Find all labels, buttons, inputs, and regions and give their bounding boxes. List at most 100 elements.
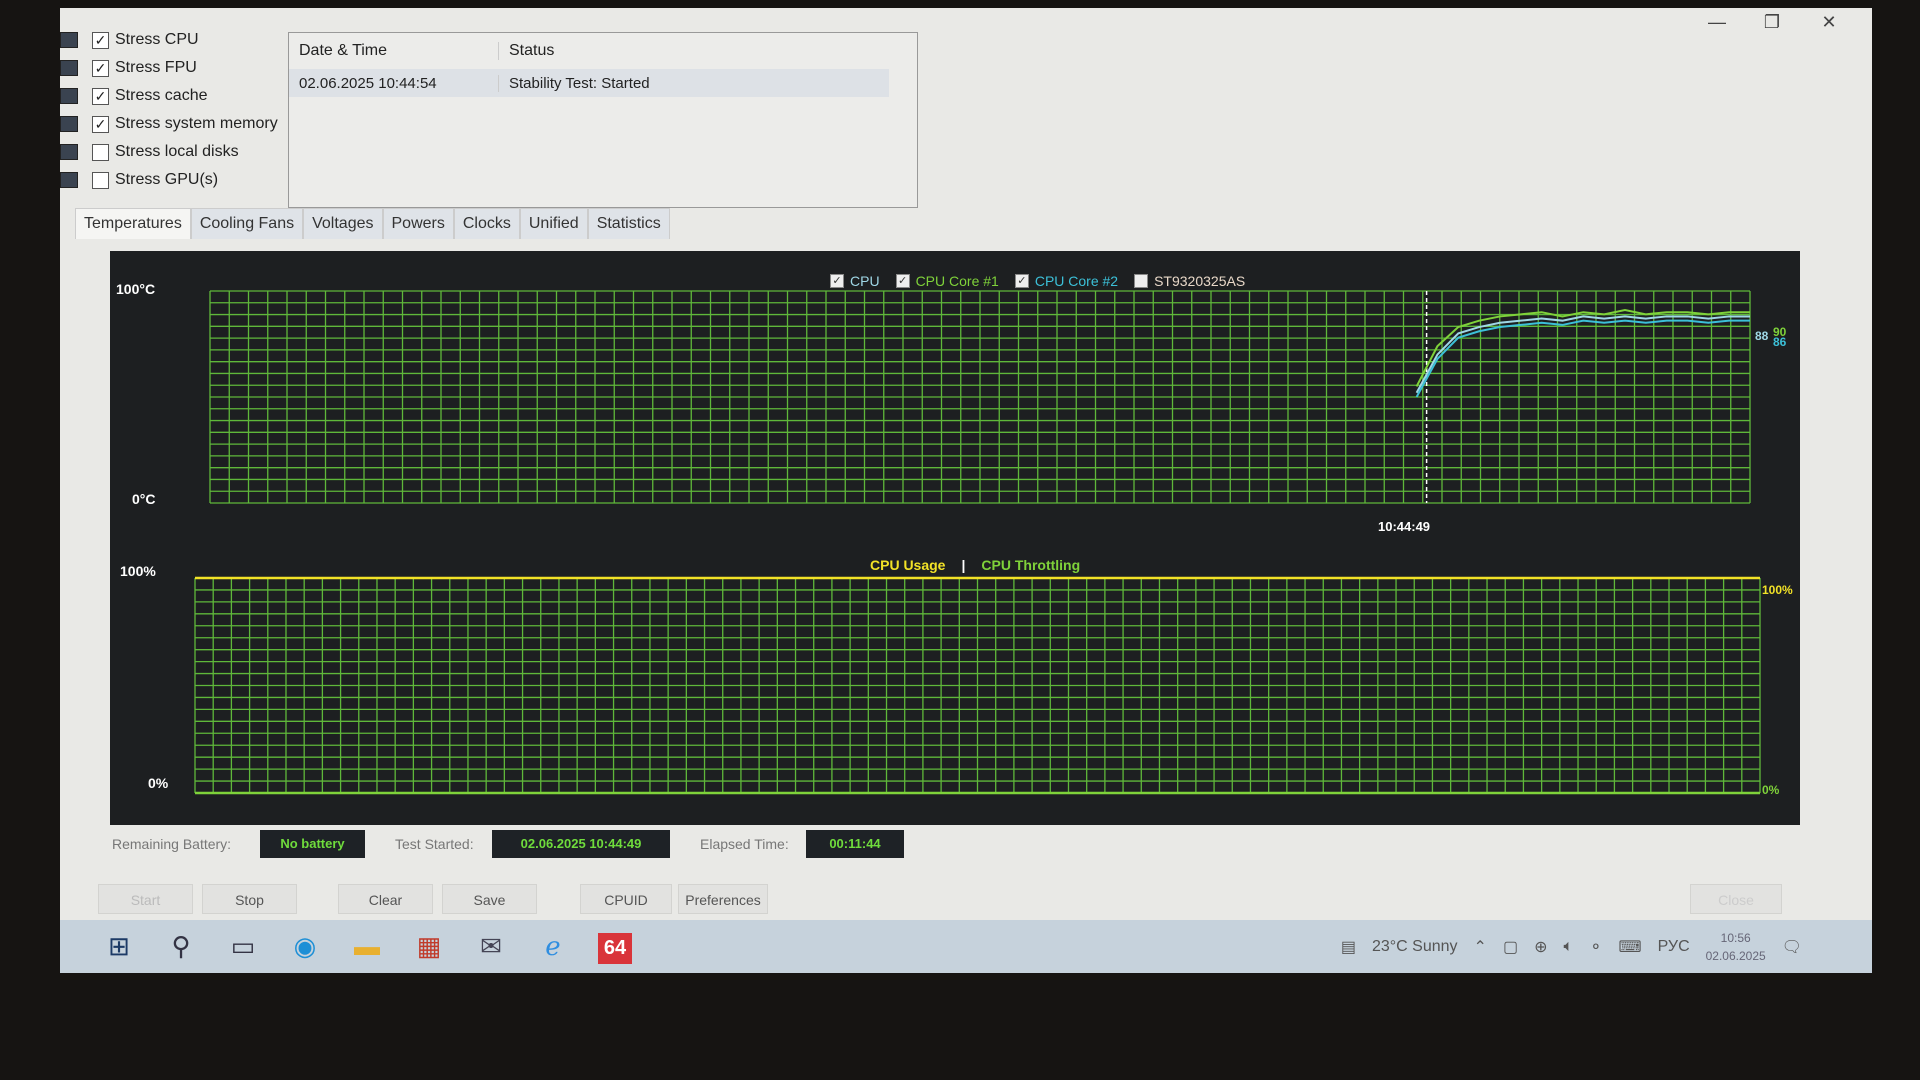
elapsed-value: 00:11:44: [806, 830, 904, 858]
stress-option[interactable]: ✓ Stress system memory: [60, 110, 278, 138]
tab-powers[interactable]: Powers: [382, 208, 454, 239]
close-window-button[interactable]: ✕: [1821, 12, 1837, 32]
battery-label: Remaining Battery:: [112, 836, 232, 852]
start-menu-icon[interactable]: ⊞: [108, 931, 130, 961]
minimize-button[interactable]: —: [1708, 12, 1726, 32]
legend-label: CPU: [850, 273, 880, 289]
memory-icon: [60, 116, 78, 132]
close-button[interactable]: Close: [1690, 884, 1782, 914]
tab-clocks[interactable]: Clocks: [453, 208, 520, 239]
y-label-top: 100%: [120, 563, 156, 579]
stop-button[interactable]: Stop: [202, 884, 297, 914]
tab-unified[interactable]: Unified: [519, 208, 588, 239]
tab-voltages[interactable]: Voltages: [303, 208, 383, 239]
y-label-bottom: 0%: [148, 775, 169, 791]
stress-label: Stress local disks: [115, 143, 239, 160]
date: 02.06.2025: [1705, 948, 1766, 963]
screen: — ❐ ✕ ✓ Stress CPU ✓ Stress FPU ✓ Stress cach…: [60, 8, 1872, 973]
legend-item[interactable]: ✓ CPU Core #1: [895, 273, 999, 289]
temperature-chart: 100°C 0°C ✓ CPU ✓ CPU Core #1 ✓ CPU Core #2 ST…: [110, 251, 1800, 551]
internet-explorer-icon[interactable]: ℯ: [545, 931, 561, 961]
tab-temperatures[interactable]: Temperatures: [75, 208, 191, 239]
elapsed-label: Elapsed Time:: [700, 836, 789, 852]
stress-option[interactable]: Stress GPU(s): [60, 166, 278, 194]
legend-label: CPU Core #2: [1034, 273, 1119, 289]
throttling-current: 0%: [1762, 783, 1780, 797]
aida64-icon: 64: [597, 932, 633, 964]
legend-item[interactable]: ✓ CPU: [830, 273, 880, 289]
legend-checkbox[interactable]: ✓: [895, 274, 910, 288]
stress-option[interactable]: ✓ Stress cache: [60, 82, 278, 110]
stress-checkbox[interactable]: ✓: [92, 59, 109, 77]
x-marker-label: 10:44:49: [1378, 519, 1431, 534]
tab-bar: Temperatures Cooling Fans Voltages Powers Cl…: [75, 208, 670, 239]
file-explorer-icon[interactable]: ▬: [354, 931, 380, 961]
stress-checkbox[interactable]: [92, 143, 109, 161]
cpu-usage-chart: 100% 0% CPU Usage | CPU Throttling 100% …: [110, 543, 1800, 825]
stress-checkbox[interactable]: ✓: [92, 115, 109, 133]
test-started-value: 02.06.2025 10:44:49: [492, 830, 670, 858]
start-button[interactable]: Start: [98, 884, 193, 914]
maximize-button[interactable]: ❐: [1763, 12, 1781, 32]
y-label-bottom: 0°C: [132, 491, 156, 507]
clear-button[interactable]: Clear: [338, 884, 433, 914]
log-row[interactable]: 02.06.2025 10:44:54 Stability Test: Start…: [289, 69, 889, 97]
stress-option[interactable]: ✓ Stress CPU: [60, 26, 278, 54]
column-datetime[interactable]: Date & Time: [289, 42, 499, 60]
fpu-icon: [60, 60, 78, 76]
cpuid-button[interactable]: CPUID: [580, 884, 672, 914]
tab-cooling-fans[interactable]: Cooling Fans: [190, 208, 304, 239]
taskbar: ⊞ ⚲ ▭ ◉ ▬ ▦ ✉ ℯ 64 ▤ 23°C Sunny ⌃ ▢ ⊕ 🔈︎…: [60, 920, 1872, 973]
edge-icon[interactable]: ◉: [293, 931, 317, 961]
clock[interactable]: 10:56 02.06.2025: [1706, 929, 1766, 965]
stress-checkbox[interactable]: [92, 171, 109, 189]
core2-current: 86: [1773, 335, 1787, 349]
search-icon[interactable]: ⚲: [171, 931, 191, 961]
store-icon[interactable]: ▦: [416, 931, 442, 961]
log-datetime: 02.06.2025 10:44:54: [289, 74, 499, 92]
mic-icon[interactable]: ⚬: [1589, 938, 1603, 956]
legend-separator: |: [961, 557, 966, 573]
test-started-label: Test Started:: [395, 836, 474, 852]
task-view-icon[interactable]: ▭: [230, 931, 256, 961]
core1-current: 90: [1773, 325, 1787, 339]
cpu-current: 88: [1755, 329, 1769, 343]
stress-label: Stress CPU: [115, 31, 199, 48]
stress-option[interactable]: Stress local disks: [60, 138, 278, 166]
legend-cpu-usage: CPU Usage: [870, 557, 946, 573]
stress-label: Stress cache: [115, 87, 208, 104]
stress-options: ✓ Stress CPU ✓ Stress FPU ✓ Stress cache ✓ Stre…: [60, 26, 278, 194]
network-icon[interactable]: ⊕: [1534, 938, 1548, 956]
chevron-up-icon[interactable]: ⌃: [1473, 938, 1487, 956]
stress-checkbox[interactable]: ✓: [92, 31, 109, 49]
keyboard-icon[interactable]: ⌨: [1618, 938, 1642, 956]
camera-icon[interactable]: ▢: [1502, 938, 1519, 956]
news-icon[interactable]: ▤: [1340, 938, 1356, 956]
column-status[interactable]: Status: [509, 42, 555, 59]
legend-checkbox[interactable]: ✓: [830, 274, 844, 288]
mail-icon[interactable]: ✉: [480, 931, 502, 961]
tab-statistics[interactable]: Statistics: [587, 208, 670, 239]
battery-value: No battery: [260, 830, 365, 858]
legend-checkbox[interactable]: ✓: [1014, 274, 1029, 288]
notifications-icon[interactable]: 🗨︎: [1781, 938, 1802, 956]
aida64-taskbar-button[interactable]: 64: [584, 930, 646, 964]
preferences-button[interactable]: Preferences: [678, 884, 768, 914]
save-button[interactable]: Save: [442, 884, 537, 914]
gpu-icon: [60, 172, 78, 188]
legend-item[interactable]: ST9320325AS: [1134, 273, 1245, 289]
language-indicator[interactable]: РУС: [1657, 937, 1690, 955]
legend-label: ST9320325AS: [1154, 273, 1246, 289]
stress-label: Stress system memory: [115, 115, 278, 132]
weather-text[interactable]: 23°C Sunny: [1371, 937, 1458, 955]
legend-item[interactable]: ✓ CPU Core #2: [1014, 273, 1119, 289]
log-status: Stability Test: Started: [509, 74, 650, 92]
cache-icon: [60, 88, 78, 104]
legend-checkbox[interactable]: [1134, 274, 1149, 288]
stress-checkbox[interactable]: ✓: [92, 87, 109, 105]
series-line-cpu-core-2: [1415, 319, 1750, 398]
event-log[interactable]: Date & Time Status 02.06.2025 10:44:54 Sta…: [288, 32, 918, 208]
volume-icon[interactable]: 🔈︎: [1563, 937, 1574, 955]
stress-option[interactable]: ✓ Stress FPU: [60, 54, 278, 82]
disk-icon: [60, 144, 78, 160]
